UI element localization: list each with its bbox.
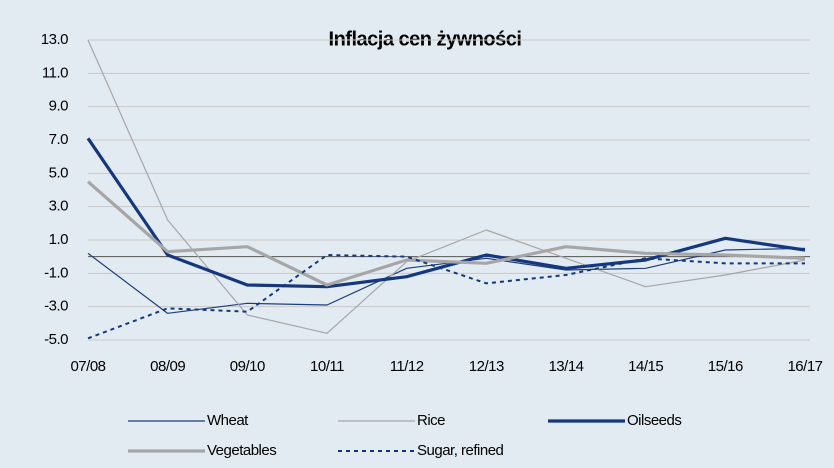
line-series	[87, 247, 806, 314]
y-tick-label: 11.0	[42, 64, 68, 81]
x-tick-label: 13/14	[548, 358, 583, 375]
legend-label: Sugar, refined	[417, 442, 504, 459]
chart-title: Inflacja cen żywności	[329, 28, 522, 50]
y-tick-label: -5.0	[44, 331, 68, 348]
y-tick-label: 5.0	[49, 164, 69, 181]
y-tick-label: 3.0	[49, 198, 69, 215]
x-tick-label: 08/09	[150, 358, 185, 375]
x-tick-label: 15/16	[708, 358, 743, 375]
x-tick-label: 16/17	[787, 358, 822, 375]
y-tick-label: -1.0	[44, 264, 68, 281]
legend-label: Oilseeds	[627, 412, 681, 429]
x-tick-label: 11/12	[390, 358, 424, 375]
x-tick-label: 09/10	[230, 358, 265, 375]
legend-label: Wheat	[207, 412, 249, 429]
x-tick-label: 14/15	[628, 358, 663, 375]
y-tick-label: 7.0	[49, 131, 69, 148]
line-series	[86, 180, 806, 287]
x-tick-label: 07/08	[70, 358, 105, 375]
legend-label: Vegetables	[207, 442, 276, 459]
y-tick-label: 9.0	[49, 98, 69, 115]
x-tick-label: 10/11	[310, 358, 344, 375]
line-series	[86, 137, 806, 289]
y-tick-label: 13.0	[41, 31, 68, 48]
line-series	[87, 39, 806, 334]
y-tick-label: 1.0	[49, 231, 69, 248]
x-tick-label: 12/13	[469, 358, 504, 375]
legend-label: Rice	[417, 412, 445, 429]
y-tick-label: -3.0	[44, 298, 68, 315]
line-series	[87, 254, 805, 340]
